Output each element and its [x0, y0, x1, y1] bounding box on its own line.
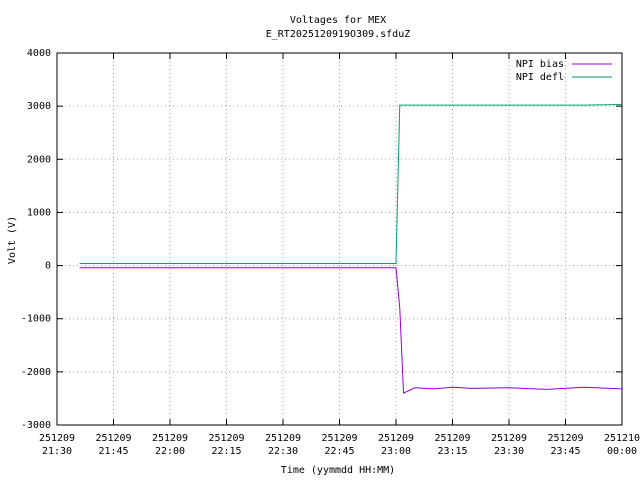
y-tick-label: 3000 — [27, 101, 51, 112]
x-tick-label: 22:45 — [324, 446, 354, 457]
x-tick-label: 22:00 — [155, 446, 185, 457]
x-tick-label: 22:30 — [268, 446, 298, 457]
y-tick-label: 1000 — [27, 207, 51, 218]
x-tick-label: 00:00 — [607, 446, 637, 457]
x-tick-label: 251209 — [95, 433, 131, 444]
x-tick-label: 251209 — [491, 433, 527, 444]
y-tick-label: -1000 — [21, 314, 51, 325]
x-tick-label: 21:30 — [42, 446, 72, 457]
x-tick-label: 251209 — [152, 433, 188, 444]
y-axis-label: Volt (V) — [7, 216, 18, 264]
legend-label: NPI defl — [516, 72, 564, 83]
x-tick-label: 251209 — [321, 433, 357, 444]
x-tick-label: 23:15 — [437, 446, 467, 457]
series-line — [79, 267, 623, 394]
legend-label: NPI bias — [516, 59, 564, 70]
x-tick-label: 251209 — [39, 433, 75, 444]
x-tick-label: 251209 — [434, 433, 470, 444]
y-tick-label: 0 — [45, 261, 51, 272]
y-tick-label: 4000 — [27, 48, 51, 59]
x-tick-label: 23:00 — [381, 446, 411, 457]
y-tick-label: -2000 — [21, 367, 51, 378]
x-tick-label: 251210 — [604, 433, 640, 444]
x-tick-label: 23:45 — [550, 446, 580, 457]
x-tick-label: 251209 — [208, 433, 244, 444]
x-tick-label: 251209 — [265, 433, 301, 444]
plot-frame — [56, 52, 623, 426]
chart-subtitle: E_RT2025120919O309.sfduZ — [266, 29, 411, 40]
y-tick-label: -3000 — [21, 420, 51, 431]
chart-title: Voltages for MEX — [290, 15, 386, 26]
y-tick-label: 2000 — [27, 154, 51, 165]
x-tick-label: 23:30 — [494, 446, 524, 457]
x-tick-label: 251209 — [547, 433, 583, 444]
x-tick-label: 21:45 — [98, 446, 128, 457]
x-tick-label: 22:15 — [211, 446, 241, 457]
x-tick-label: 251209 — [378, 433, 414, 444]
series-line — [79, 104, 623, 264]
x-axis-label: Time (yymmdd HH:MM) — [281, 465, 395, 476]
